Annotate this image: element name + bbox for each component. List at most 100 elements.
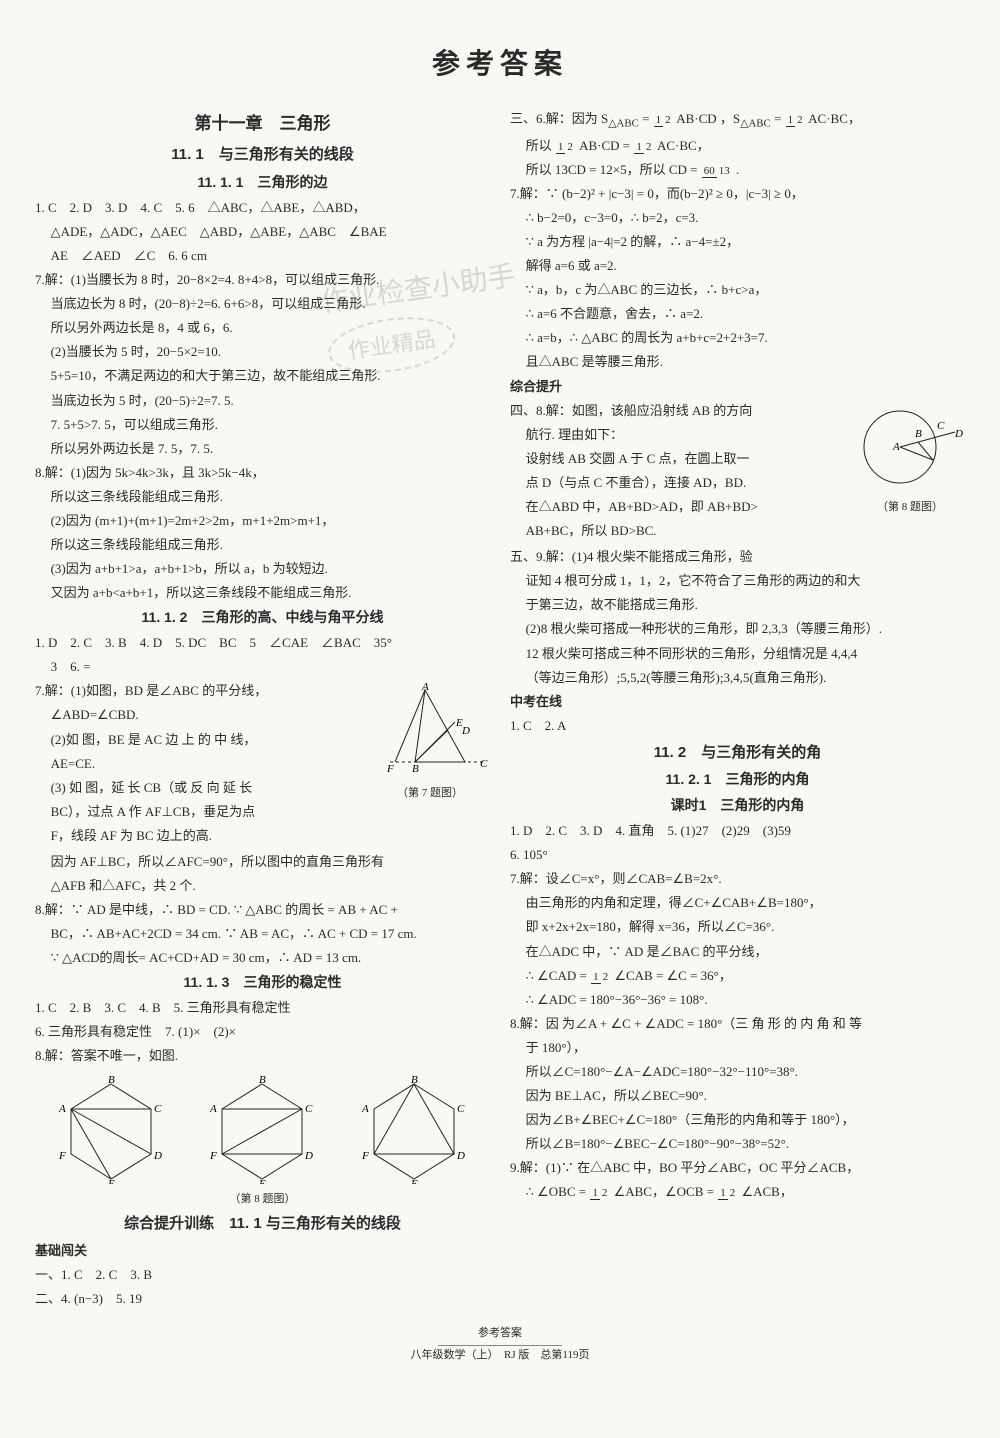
solution-text: ∴ ∠CAD = 12 ∠CAB = ∠C = 36°， [510, 965, 965, 987]
svg-text:B: B [108, 1074, 115, 1086]
solution-text: ∴ a=b，∴ △ABC 的周长为 a+b+c=2+2+3=7. [510, 327, 965, 349]
solution-text: 7.解：∵ (b−2)² + |c−3| = 0，而(b−2)² ≥ 0，|c−… [510, 183, 965, 205]
answer-line: 一、1. C 2. C 3. B [35, 1264, 490, 1286]
lesson-1: 课时1 三角形的内角 [510, 794, 965, 818]
subheading: 基础闯关 [35, 1240, 490, 1262]
svg-text:C: C [457, 1103, 465, 1115]
solution-text: 因为∠B+∠BEC+∠C=180°（三角形的内角和等于 180°）， [510, 1109, 965, 1131]
answer-line: 1. D 2. C 3. B 4. D 5. DC BC 5 ∠CAE ∠BAC… [35, 632, 490, 654]
solution-text: ∵ △ACD的周长= AC+CD+AD = 30 cm，∴ AD = 13 cm… [35, 947, 490, 969]
figure-caption: （第 8 题图） [855, 498, 965, 517]
answer-line: 6. 三角形具有稳定性 7. (1)× (2)× [35, 1021, 490, 1043]
svg-text:A: A [361, 1103, 369, 1115]
answer-line: 1. D 2. C 3. D 4. 直角 5. (1)27 (2)29 (3)5… [510, 820, 965, 842]
solution-text: 7.解：设∠C=x°，则∠CAB=∠B=2x°. [510, 868, 965, 890]
answer-line: 3 6. = [35, 656, 490, 678]
solution-text: ∵ a，b，c 为△ABC 的三边长，∴ b+c>a， [510, 279, 965, 301]
svg-text:E: E [410, 1178, 418, 1184]
svg-text:E: E [258, 1178, 266, 1184]
page-title: 参考答案 [35, 40, 965, 88]
solution-text: ∴ a=6 不合题意，舍去，∴ a=2. [510, 303, 965, 325]
solution-text: 且△ABC 是等腰三角形. [510, 351, 965, 373]
zhst-title: 综合提升训练 11. 1 与三角形有关的线段 [35, 1211, 490, 1237]
svg-text:D: D [456, 1150, 465, 1162]
solution-text: 所以这三条线段能组成三角形. [35, 486, 490, 508]
solution-text: 7.解：(1)当腰长为 8 时，20−8×2=4. 8+4>8，可以组成三角形. [35, 269, 490, 291]
solution-text: 解得 a=6 或 a=2. [510, 255, 965, 277]
solution-text: 在△ADC 中，∵ AD 是∠BAC 的平分线， [510, 941, 965, 963]
solution-text: (3)因为 a+b+1>a，a+b+1>b，所以 a，b 为较短边. [35, 558, 490, 580]
svg-text:D: D [954, 428, 963, 440]
solution-text: 所以∠C=180°−∠A−∠ADC=180°−32°−110°=38°. [510, 1061, 965, 1083]
footer-title: 参考答案 [438, 1324, 562, 1346]
subsection-11-1-1: 11. 1. 1 三角形的边 [35, 171, 490, 195]
solution-text: (2)当腰长为 5 时，20−5×2=10. [35, 341, 490, 363]
solution-text: 5+5=10，不满足两边的和大于第三边，故不能组成三角形. [35, 365, 490, 387]
hexagon-3: BCD EFA [354, 1074, 474, 1184]
solution-text: BC，∴ AB+AC+2CD = 34 cm. ∵ AB = AC，∴ AC +… [35, 923, 490, 945]
solution-text: 于第三边，故不能搭成三角形. [510, 594, 965, 616]
svg-text:F: F [209, 1150, 217, 1162]
svg-text:F: F [361, 1150, 369, 1162]
solution-text: 又因为 a+b<a+b+1，所以这三条线段不能组成三角形. [35, 582, 490, 604]
solution-text: ∴ ∠OBC = 12 ∠ABC，∠OCB = 12 ∠ACB， [510, 1181, 965, 1203]
solution-text: 五、9.解：(1)4 根火柴不能搭成三角形，验 [510, 546, 965, 568]
solution-text: 8.解：(1)因为 5k>4k>3k，且 3k>5k−4k， [35, 462, 490, 484]
solution-text: 所以 12 AB·CD = 12 AC·BC， [510, 135, 965, 157]
svg-text:B: B [412, 763, 419, 775]
page-footer: 参考答案 八年级数学（上） RJ 版 总第119页 [35, 1324, 965, 1364]
figure-caption: （第 8 题图） [35, 1190, 490, 1209]
answer-line: 6. 105° [510, 844, 965, 866]
figure-7: A E D F B C （第 7 题图） [370, 682, 490, 802]
hexagon-row: BCD EFA BCD EFA BCD EFA [35, 1074, 490, 1184]
solution-text: 9.解：(1)∵ 在△ABC 中，BO 平分∠ABC，OC 平分∠ACB， [510, 1157, 965, 1179]
subsection-11-1-3: 11. 1. 3 三角形的稳定性 [35, 971, 490, 995]
svg-text:C: C [305, 1103, 313, 1115]
svg-text:E: E [107, 1178, 115, 1184]
solution-text: 即 x+2x+2x=180，解得 x=36，所以∠C=36°. [510, 916, 965, 938]
solution-text: ∴ b−2=0，c−3=0，∴ b=2，c=3. [510, 207, 965, 229]
svg-text:C: C [154, 1103, 162, 1115]
solution-text: AB+BC，所以 BD>BC. [510, 520, 965, 542]
solution-text: (2)8 根火柴可搭成一种形状的三角形，即 2,3,3（等腰三角形）. [510, 618, 965, 640]
figure-8-circle: A B C D （第 8 题图） [855, 402, 965, 517]
hexagon-2: BCD EFA [202, 1074, 322, 1184]
chapter-heading: 第十一章 三角形 [35, 110, 490, 139]
solution-text: 8.解：因 为∠A + ∠C + ∠ADC = 180°（三 角 形 的 内 角… [510, 1013, 965, 1035]
section-11-2: 11. 2 与三角形有关的角 [510, 740, 965, 766]
solution-text: 12 根火柴可搭成三种不同形状的三角形，分组情况是 4,4,4 [510, 643, 965, 665]
answer-line: △ADE，△ADC，△AEC △ABD，△ABE，△ABC ∠BAE [35, 221, 490, 243]
svg-text:C: C [480, 758, 488, 770]
svg-text:A: A [209, 1103, 217, 1115]
solution-text: 于 180°）， [510, 1037, 965, 1059]
solution-text: (2)因为 (m+1)+(m+1)=2m+2>2m，m+1+2m>m+1， [35, 510, 490, 532]
solution-text: ∵ a 为方程 |a−4|=2 的解，∴ a−4=±2， [510, 231, 965, 253]
solution-text: ∴ ∠ADC = 180°−36°−36° = 108°. [510, 989, 965, 1011]
solution-text: 因为 BE⊥AC，所以∠BEC=90°. [510, 1085, 965, 1107]
solution-text: △AFB 和△AFC，共 2 个. [35, 875, 490, 897]
svg-text:A: A [421, 682, 429, 693]
solution-text: BC），过点 A 作 AF⊥CB，垂足为点 [35, 801, 490, 823]
hexagon-1: BCD EFA [51, 1074, 171, 1184]
figure-caption: （第 7 题图） [370, 784, 490, 803]
solution-text: 所以∠B=180°−∠BEC−∠C=180°−90°−38°=52°. [510, 1133, 965, 1155]
answer-line: 1. C 2. B 3. C 4. B 5. 三角形具有稳定性 [35, 997, 490, 1019]
solution-text: 因为 AF⊥BC，所以∠AFC=90°，所以图中的直角三角形有 [35, 851, 490, 873]
subheading: 综合提升 [510, 376, 965, 398]
solution-text: 所以另外两边长是 7. 5，7. 5. [35, 438, 490, 460]
solution-text: 所以这三条线段能组成三角形. [35, 534, 490, 556]
svg-text:B: B [915, 428, 922, 440]
svg-text:D: D [304, 1150, 313, 1162]
solution-text: 当底边长为 5 时，(20−5)÷2=7. 5. [35, 390, 490, 412]
svg-text:D: D [153, 1150, 162, 1162]
svg-text:C: C [937, 420, 945, 432]
solution-text: 由三角形的内角和定理，得∠C+∠CAB+∠B=180°， [510, 892, 965, 914]
content-columns: 作业检查小助手 作业精品 第十一章 三角形 11. 1 与三角形有关的线段 11… [35, 106, 965, 1312]
answer-line: AE ∠AED ∠C 6. 6 cm [35, 245, 490, 267]
solution-text: 证知 4 根可分成 1，1，2，它不符合了三角形的两边的和大 [510, 570, 965, 592]
answer-line: 1. C 2. A [510, 715, 965, 737]
answer-line: 二、4. (n−3) 5. 19 [35, 1288, 490, 1310]
answer-line: 8.解：答案不唯一，如图. [35, 1045, 490, 1067]
footer-pageinfo: 八年级数学（上） RJ 版 总第119页 [35, 1346, 965, 1365]
svg-text:A: A [892, 441, 900, 453]
